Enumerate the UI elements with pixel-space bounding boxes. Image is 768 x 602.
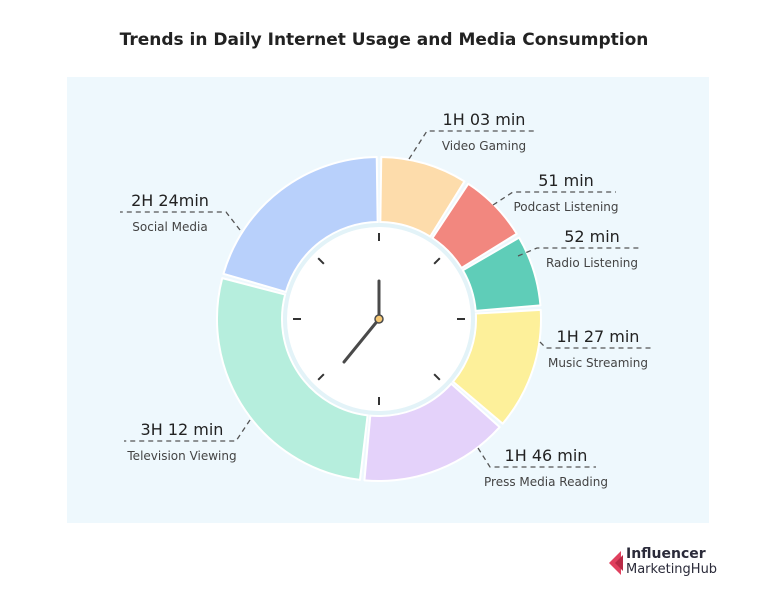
value-label-press-media-reading: 1H 46 min (505, 446, 588, 465)
clock-center-pin (374, 314, 384, 324)
category-label-radio-listening: Radio Listening (546, 256, 638, 270)
value-label-music-streaming: 1H 27 min (557, 327, 640, 346)
brand-logo-icon (609, 551, 623, 575)
value-label-video-gaming: 1H 03 min (443, 110, 526, 129)
chart-title: Trends in Daily Internet Usage and Media… (119, 30, 649, 50)
segment-radio-listening (461, 236, 542, 312)
brand-line1: Influencer (626, 546, 706, 562)
value-label-television-viewing: 3H 12 min (141, 420, 224, 439)
leader-line-press-media-reading (477, 447, 596, 468)
value-label-podcast-listening: 51 min (538, 171, 594, 190)
segment-music-streaming (452, 308, 542, 425)
category-label-television-viewing: Television Viewing (126, 449, 236, 463)
category-label-podcast-listening: Podcast Listening (513, 200, 618, 214)
clock-tick (317, 373, 325, 381)
category-label-press-media-reading: Press Media Reading (484, 475, 608, 489)
segment-video-gaming (379, 156, 466, 238)
brand-wordmark: Influencer MarketingHub (626, 546, 718, 578)
leader-line-social-media (120, 211, 241, 231)
category-label-social-media: Social Media (132, 220, 207, 234)
value-label-social-media: 2H 24min (131, 191, 209, 210)
segment-television-viewing (216, 277, 369, 481)
leader-line-podcast-listening (492, 191, 616, 206)
clock-tick (433, 373, 441, 381)
leader-line-video-gaming (408, 130, 536, 160)
segment-podcast-listening (431, 182, 518, 269)
leader-line-radio-listening (517, 247, 640, 257)
clock-tick (317, 257, 325, 265)
category-label-music-streaming: Music Streaming (548, 356, 648, 370)
clock-hour-hand (342, 317, 381, 364)
clock-tick (433, 257, 441, 265)
segment-press-media-reading (363, 382, 501, 482)
leader-line-television-viewing (124, 419, 251, 442)
category-label-video-gaming: Video Gaming (442, 139, 526, 153)
segment-social-media (222, 156, 379, 293)
value-label-radio-listening: 52 min (564, 227, 620, 246)
leader-line-music-streaming (539, 341, 652, 349)
brand-line2: MarketingHub (626, 562, 718, 577)
